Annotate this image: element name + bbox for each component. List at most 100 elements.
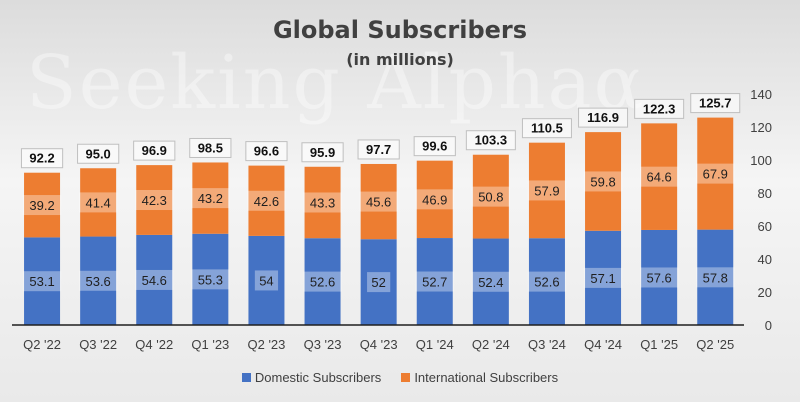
data-label-box-international	[639, 166, 679, 187]
data-label-international: 59.8	[590, 174, 615, 189]
data-label-international: 57.9	[534, 183, 559, 198]
data-label-international: 67.9	[703, 167, 728, 182]
data-label-total: 116.9	[587, 110, 619, 125]
data-label-total: 103.3	[475, 133, 508, 148]
data-label-box-international	[247, 190, 286, 211]
x-tick-label: Q4 '23	[360, 337, 398, 352]
data-label-box-international	[22, 195, 62, 216]
data-label-total: 96.6	[254, 144, 279, 159]
data-label-box-total	[20, 148, 64, 169]
x-tick-label: Q3 '22	[79, 337, 117, 352]
bar-international	[472, 154, 509, 239]
data-label-box-international	[303, 192, 342, 213]
bar-international	[304, 166, 341, 239]
data-label-box-total	[690, 93, 741, 114]
legend: Domestic Subscribers International Subsc…	[0, 370, 800, 385]
data-label-box-domestic	[471, 271, 511, 292]
data-label-total: 96.9	[142, 143, 167, 158]
bar-international	[136, 165, 173, 235]
data-label-box-total	[578, 107, 629, 128]
data-label-international: 39.2	[29, 198, 54, 213]
data-label-box-domestic	[22, 271, 62, 292]
bar-domestic	[248, 235, 285, 325]
data-label-domestic: 52	[371, 275, 385, 290]
x-tick-label: Q4 '24	[584, 337, 622, 352]
data-label-box-total	[521, 118, 572, 139]
data-label-box-total	[357, 139, 400, 160]
data-label-total: 110.5	[531, 121, 563, 136]
data-label-box-domestic	[696, 267, 735, 288]
data-label-box-total	[465, 130, 516, 151]
data-label-international: 64.6	[646, 170, 671, 185]
data-label-box-international	[135, 190, 174, 211]
data-label-total: 95.0	[85, 146, 110, 161]
bar-international	[192, 162, 229, 234]
bar-domestic	[472, 238, 509, 325]
x-tick-label: Q3 '23	[304, 337, 342, 352]
x-tick-label: Q1 '24	[416, 337, 454, 352]
data-label-domestic: 52.7	[422, 275, 447, 290]
bar-domestic	[528, 238, 565, 325]
bar-domestic	[304, 238, 341, 325]
x-tick-label: Q1 '23	[191, 337, 229, 352]
data-label-domestic: 55.3	[198, 272, 223, 287]
data-label-total: 92.2	[29, 151, 54, 166]
bar-domestic	[585, 230, 622, 325]
data-label-box-international	[415, 189, 454, 210]
data-label-box-international	[471, 186, 511, 207]
x-tick-label: Q3 '24	[528, 337, 566, 352]
y-tick-label: 80	[758, 186, 772, 201]
y-tick-label: 100	[750, 153, 772, 168]
data-label-international: 41.4	[85, 195, 110, 210]
y-tick-label: 20	[758, 285, 772, 300]
data-label-total: 97.7	[366, 142, 391, 157]
chart-title: Global Subscribers	[272, 16, 528, 44]
data-label-domestic: 52.6	[310, 275, 335, 290]
data-label-box-domestic	[639, 267, 679, 288]
data-label-box-total	[133, 140, 176, 161]
data-label-domestic: 57.1	[590, 271, 615, 286]
legend-swatch-domestic	[241, 373, 251, 382]
data-label-box-domestic	[135, 269, 174, 290]
data-label-total: 122.3	[643, 101, 676, 116]
legend-label-international: International Subscribers	[414, 370, 559, 385]
data-label-international: 42.6	[254, 194, 279, 209]
x-tick-label: Q1 '25	[640, 337, 678, 352]
bar-domestic	[192, 233, 229, 325]
data-label-box-domestic	[583, 267, 623, 288]
bar-international	[697, 117, 734, 230]
watermark: Seeking Alphaα	[26, 40, 646, 126]
data-label-box-domestic	[78, 270, 118, 291]
data-label-domestic: 53.6	[85, 274, 110, 289]
data-label-box-domestic	[367, 272, 391, 293]
bar-international	[80, 168, 117, 237]
data-label-international: 43.3	[310, 195, 335, 210]
data-label-box-total	[189, 137, 232, 158]
y-tick-label: 60	[758, 219, 772, 234]
y-tick-label: 140	[750, 87, 772, 102]
data-label-domestic: 52.6	[534, 275, 559, 290]
bar-domestic	[80, 236, 117, 325]
data-label-total: 125.7	[699, 96, 732, 111]
data-label-domestic: 54.6	[142, 273, 167, 288]
legend-item-international: International Subscribers	[401, 370, 558, 385]
bar-international	[585, 132, 622, 231]
legend-label-domestic: Domestic Subscribers	[254, 370, 382, 385]
data-label-box-international	[78, 192, 118, 213]
data-label-international: 43.2	[198, 191, 223, 206]
x-tick-label: Q2 '23	[247, 337, 285, 352]
bar-domestic	[697, 229, 734, 325]
data-label-box-domestic	[303, 271, 342, 292]
data-label-domestic: 57.6	[646, 270, 671, 285]
bar-international	[416, 160, 453, 239]
data-label-box-international	[359, 191, 398, 212]
data-label-box-total	[301, 142, 344, 163]
data-label-total: 98.5	[198, 140, 223, 155]
data-label-domestic: 57.8	[703, 270, 728, 285]
data-label-box-domestic	[191, 269, 230, 290]
bar-domestic	[24, 237, 61, 325]
data-label-total: 95.9	[310, 145, 335, 160]
data-label-domestic: 53.1	[29, 274, 54, 289]
bar-domestic	[136, 234, 173, 325]
y-tick-label: 0	[765, 318, 772, 333]
